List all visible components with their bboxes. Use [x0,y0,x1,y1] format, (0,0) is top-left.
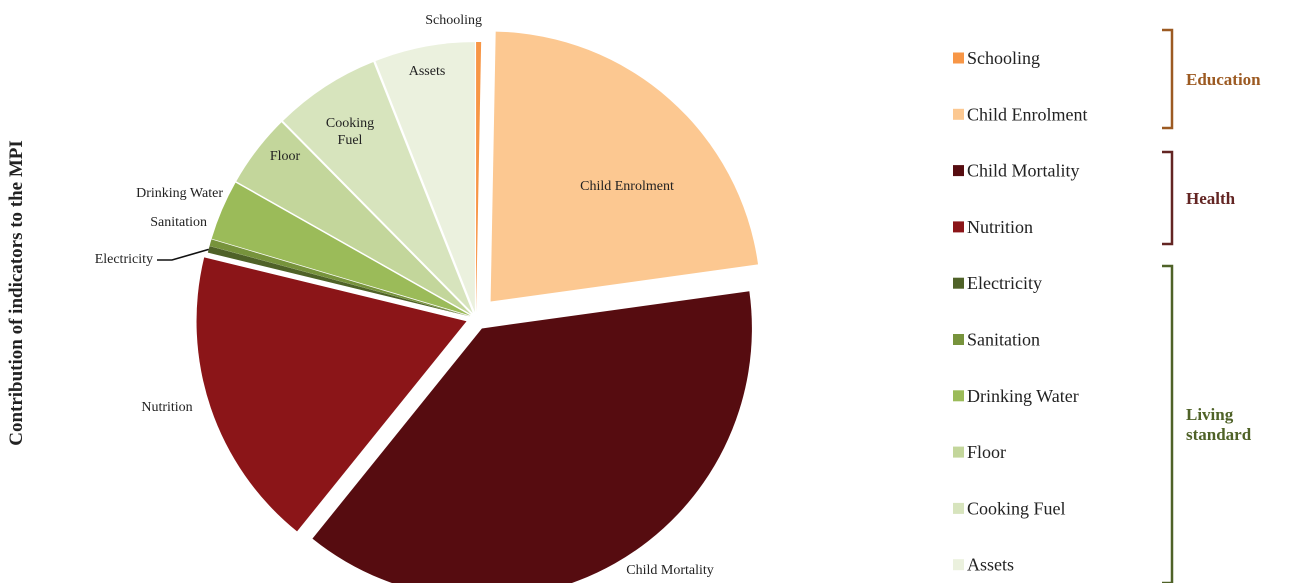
legend-item-child-enrolment: Child Enrolment [953,104,1088,124]
slice-drinking-water [211,182,471,316]
slice-label-sanitation: Sanitation [150,215,207,230]
pie-slices [196,31,759,583]
legend-swatch-child-enrolment [953,108,964,120]
slice-label-schooling: Schooling [425,13,482,28]
slice-label-floor: Floor [270,149,301,164]
group-label-education: Education [1186,70,1261,89]
slice-label-electricity: Electricity [95,252,153,267]
legend-label-child-mortality: Child Mortality [967,161,1080,181]
slice-label-nutrition: Nutrition [141,400,192,415]
slice-label-drinking-water: Drinking Water [136,186,223,201]
legend-label-drinking-water: Drinking Water [967,386,1079,406]
legend-label-assets: Assets [967,555,1014,575]
legend-label-floor: Floor [967,442,1006,462]
legend-swatch-child-mortality [953,165,964,177]
slice-labels: Schooling Child Enrolment Child Mortality N… [95,13,714,578]
group-label-health: Health [1186,189,1236,208]
slice-sanitation [209,239,471,317]
indicator-groups: Education Health Living standard [1162,28,1261,583]
legend-item-child-mortality: Child Mortality [953,161,1080,181]
legend-swatch-cooking-fuel [953,502,964,514]
group-bracket-health [1162,150,1174,246]
legend: Schooling Child Enrolment Child Mortality N… [953,48,1088,575]
group-education: Education [1162,28,1261,130]
legend-item-schooling: Schooling [953,48,1040,68]
legend-item-drinking-water: Drinking Water [953,386,1079,406]
legend-swatch-drinking-water [953,390,964,402]
legend-swatch-schooling [953,52,964,64]
legend-label-nutrition: Nutrition [967,217,1033,237]
legend-item-assets: Assets [953,555,1014,575]
legend-swatch-sanitation [953,334,964,345]
legend-label-cooking-fuel: Cooking Fuel [967,498,1066,518]
slice-schooling [476,42,482,312]
slice-label-cooking-fuel: Cooking Fuel [326,116,374,148]
slice-assets [375,42,475,313]
legend-swatch-assets [953,559,964,571]
group-health: Health [1162,150,1236,246]
slice-floor [236,122,472,315]
y-axis-label: Contribution of indicators to the MPI [6,140,27,446]
legend-item-electricity: Electricity [953,273,1042,293]
slice-label-child-enrolment: Child Enrolment [580,179,674,194]
label-leader-lines [157,248,209,261]
group-living-standard: Living standard [1162,264,1252,583]
slice-electricity [207,246,471,317]
legend-swatch-floor [953,446,964,458]
slice-label-child-mortality: Child Mortality [626,563,714,578]
legend-swatch-electricity [953,277,964,289]
slice-cooking-fuel [283,61,473,313]
slice-child-mortality [312,291,752,583]
legend-label-electricity: Electricity [967,273,1042,293]
slice-child-enrolment [490,31,759,302]
legend-item-cooking-fuel: Cooking Fuel [953,498,1066,518]
group-label-living-standard: Living standard [1186,405,1252,444]
group-bracket-education [1162,28,1174,130]
legend-swatch-nutrition [953,221,964,233]
leader-line-electricity [157,248,209,261]
slice-label-assets: Assets [409,64,446,79]
legend-item-sanitation: Sanitation [953,330,1040,350]
legend-label-sanitation: Sanitation [967,330,1040,350]
legend-label-child-enrolment: Child Enrolment [967,104,1088,124]
legend-item-nutrition: Nutrition [953,217,1033,237]
legend-label-schooling: Schooling [967,48,1040,68]
group-bracket-living-standard [1162,264,1174,583]
legend-item-floor: Floor [953,442,1006,462]
slice-nutrition [196,257,467,532]
